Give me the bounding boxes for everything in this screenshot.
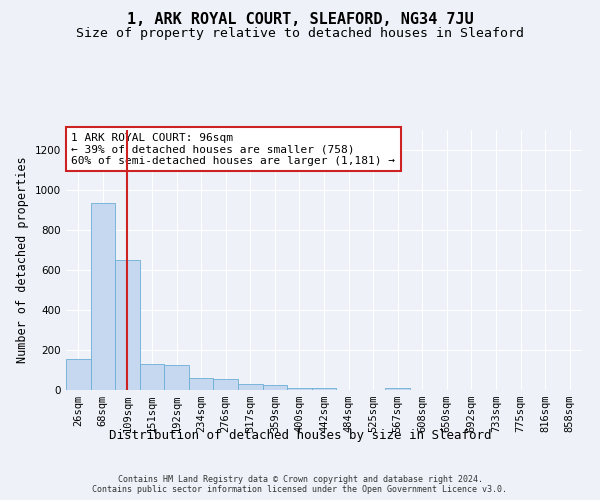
Bar — [287, 388, 312, 390]
Text: Size of property relative to detached houses in Sleaford: Size of property relative to detached ho… — [76, 28, 524, 40]
Bar — [164, 365, 189, 390]
Bar — [91, 203, 115, 390]
Text: 1, ARK ROYAL COURT, SLEAFORD, NG34 7JU: 1, ARK ROYAL COURT, SLEAFORD, NG34 7JU — [127, 12, 473, 28]
Y-axis label: Number of detached properties: Number of detached properties — [16, 156, 29, 364]
Bar — [189, 378, 214, 390]
Bar — [312, 388, 336, 390]
Bar — [238, 384, 263, 390]
Text: 1 ARK ROYAL COURT: 96sqm
← 39% of detached houses are smaller (758)
60% of semi-: 1 ARK ROYAL COURT: 96sqm ← 39% of detach… — [71, 132, 395, 166]
Bar — [214, 379, 238, 390]
Text: Contains HM Land Registry data © Crown copyright and database right 2024.: Contains HM Land Registry data © Crown c… — [118, 476, 482, 484]
Bar — [140, 364, 164, 390]
Bar — [263, 385, 287, 390]
Text: Distribution of detached houses by size in Sleaford: Distribution of detached houses by size … — [109, 428, 491, 442]
Text: Contains public sector information licensed under the Open Government Licence v3: Contains public sector information licen… — [92, 486, 508, 494]
Bar — [385, 388, 410, 390]
Bar — [66, 359, 91, 390]
Bar — [115, 260, 140, 390]
